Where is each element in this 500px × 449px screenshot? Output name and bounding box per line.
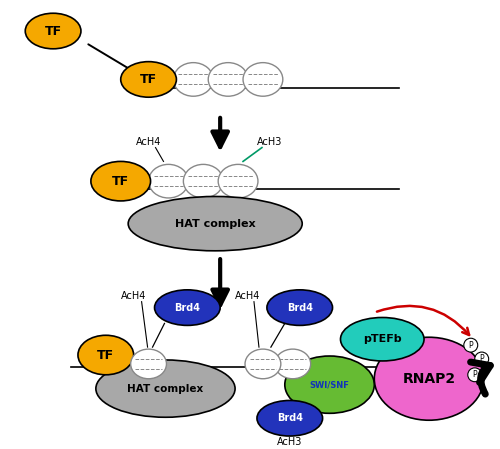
Ellipse shape: [184, 164, 223, 198]
Ellipse shape: [275, 349, 310, 379]
Ellipse shape: [154, 290, 220, 326]
Text: AcH4: AcH4: [121, 291, 146, 301]
Ellipse shape: [340, 317, 424, 361]
Text: Brd4: Brd4: [277, 413, 303, 423]
Text: RNAP2: RNAP2: [402, 372, 456, 386]
Text: TF: TF: [97, 348, 114, 361]
Text: AcH3: AcH3: [257, 136, 282, 147]
Ellipse shape: [468, 368, 481, 382]
Ellipse shape: [285, 356, 374, 414]
Text: TF: TF: [112, 175, 130, 188]
Text: Brd4: Brd4: [174, 303, 201, 313]
Text: P: P: [468, 341, 473, 350]
Text: AcH3: AcH3: [277, 437, 302, 447]
Text: Brd4: Brd4: [286, 303, 312, 313]
Ellipse shape: [257, 401, 322, 436]
Ellipse shape: [120, 62, 176, 97]
Text: SWI/SNF: SWI/SNF: [310, 380, 350, 389]
Ellipse shape: [96, 360, 235, 417]
Text: AcH4: AcH4: [136, 136, 162, 147]
Ellipse shape: [26, 13, 81, 49]
Ellipse shape: [128, 197, 302, 251]
Ellipse shape: [245, 349, 281, 379]
Text: P: P: [480, 354, 484, 364]
Text: AcH4: AcH4: [236, 291, 260, 301]
Ellipse shape: [174, 62, 213, 96]
FancyArrowPatch shape: [470, 362, 490, 394]
Ellipse shape: [218, 164, 258, 198]
Ellipse shape: [267, 290, 332, 326]
Text: TF: TF: [140, 73, 157, 86]
Ellipse shape: [374, 337, 484, 420]
Text: HAT complex: HAT complex: [175, 219, 256, 229]
Text: HAT complex: HAT complex: [128, 383, 204, 394]
Ellipse shape: [474, 352, 488, 366]
Ellipse shape: [91, 162, 150, 201]
Ellipse shape: [148, 164, 188, 198]
Text: TF: TF: [44, 25, 62, 38]
Ellipse shape: [130, 349, 166, 379]
Ellipse shape: [464, 338, 477, 352]
Ellipse shape: [243, 62, 283, 96]
Ellipse shape: [78, 335, 134, 375]
Text: pTEFb: pTEFb: [363, 334, 402, 344]
Text: P: P: [472, 370, 477, 379]
Ellipse shape: [208, 62, 248, 96]
